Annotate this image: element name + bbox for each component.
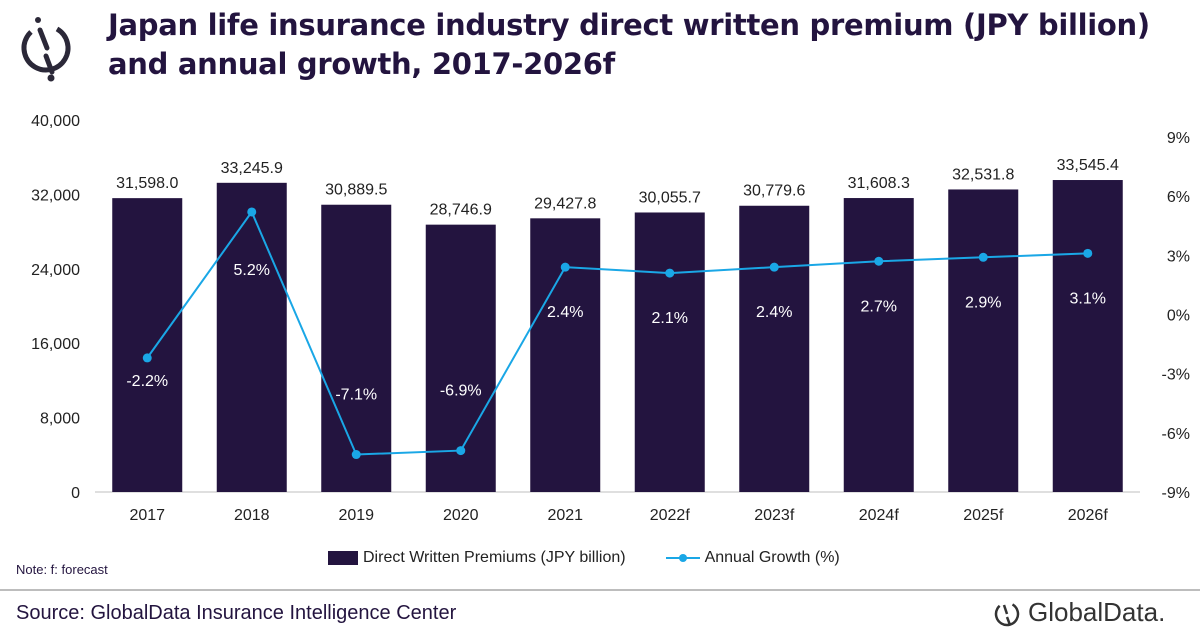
growth-data-label: 2.9% xyxy=(965,294,1001,311)
growth-point xyxy=(351,450,361,460)
x-axis-tick: 2017 xyxy=(129,507,165,524)
growth-point xyxy=(247,207,257,217)
globaldata-mark-icon xyxy=(994,601,1020,626)
chart-title: Japan life insurance industry direct wri… xyxy=(108,8,1150,81)
right-axis-tick: 3% xyxy=(1167,248,1190,265)
bar-data-label: 32,531.8 xyxy=(952,166,1014,183)
growth-data-label: -2.2% xyxy=(126,373,168,390)
growth-data-label: 5.2% xyxy=(234,262,270,279)
growth-data-label: -6.9% xyxy=(440,383,482,400)
x-axis-tick: 2026f xyxy=(1068,507,1109,524)
bar xyxy=(843,198,914,492)
left-axis-tick: 40,000 xyxy=(31,113,80,130)
divider xyxy=(0,589,1200,591)
brand-text: GlobalData. xyxy=(1028,597,1166,627)
bar-data-label: 30,779.6 xyxy=(743,183,805,200)
note: Note: f: forecast xyxy=(16,562,108,577)
growth-line xyxy=(146,209,1088,456)
growth-data-label: 2.4% xyxy=(756,304,792,321)
x-axis-tick: 2022f xyxy=(650,507,691,524)
legend-swatch-line xyxy=(665,554,700,562)
growth-point xyxy=(978,252,988,262)
x-axis-tick: 2020 xyxy=(443,507,479,524)
bar xyxy=(739,205,810,492)
bar-data-label: 30,055.7 xyxy=(639,189,701,206)
growth-point xyxy=(456,446,466,456)
bar-data-label: 29,427.8 xyxy=(534,195,596,212)
legend-label: Direct Written Premiums (JPY billion) xyxy=(363,549,626,566)
legend-swatch-bar xyxy=(328,551,358,565)
right-axis-tick: 6% xyxy=(1167,189,1190,206)
right-axis-tick: 9% xyxy=(1167,130,1190,147)
bar xyxy=(948,189,1019,492)
bar xyxy=(112,198,183,492)
x-axis-tick: 2019 xyxy=(338,507,374,524)
bar-data-label: 33,245.9 xyxy=(221,160,283,177)
bar xyxy=(530,218,601,492)
left-axis-tick: 24,000 xyxy=(31,262,80,279)
bar-data-label: 30,889.5 xyxy=(325,182,387,199)
growth-point xyxy=(560,262,570,272)
legend-item-growth: Annual Growth (%) xyxy=(665,549,840,567)
x-axis-tick: 2018 xyxy=(234,507,270,524)
source: Source: GlobalData Insurance Intelligenc… xyxy=(16,602,457,624)
x-axis-tick: 2023f xyxy=(754,507,795,524)
growth-data-label: 2.1% xyxy=(652,310,688,327)
bar xyxy=(216,182,287,493)
x-axis-tick: 2021 xyxy=(547,507,583,524)
bar-data-label: 33,545.4 xyxy=(1057,157,1119,174)
growth-data-label: 3.1% xyxy=(1070,290,1106,307)
growth-data-label: 2.4% xyxy=(547,304,583,321)
legend: Direct Written Premiums (JPY billion) An… xyxy=(328,549,840,567)
bar-data-label: 31,608.3 xyxy=(848,175,910,192)
legend-item-premiums: Direct Written Premiums (JPY billion) xyxy=(328,549,626,567)
bar-data-label: 31,598.0 xyxy=(116,175,178,192)
right-axis-tick: -3% xyxy=(1162,367,1190,384)
growth-data-label: -7.1% xyxy=(335,387,377,404)
growth-point xyxy=(769,262,779,272)
x-axis-tick: 2025f xyxy=(963,507,1004,524)
growth-point xyxy=(142,353,152,363)
right-axis-tick: -9% xyxy=(1162,485,1190,502)
bar-data-label: 28,746.9 xyxy=(430,202,492,219)
right-axis-tick: -6% xyxy=(1162,426,1190,443)
growth-point xyxy=(665,268,675,278)
bar xyxy=(321,204,392,492)
growth-point xyxy=(874,256,884,266)
left-axis-tick: 32,000 xyxy=(31,187,80,204)
x-axis-tick: 2024f xyxy=(859,507,900,524)
growth-point xyxy=(1083,248,1093,258)
left-axis-tick: 0 xyxy=(71,485,80,502)
left-axis-tick: 8,000 xyxy=(40,411,80,428)
brand-logo: GlobalData. xyxy=(992,597,1165,628)
bar xyxy=(634,212,705,492)
right-axis-tick: 0% xyxy=(1167,308,1190,325)
bar xyxy=(1052,180,1123,493)
left-axis-tick: 16,000 xyxy=(31,336,80,353)
globaldata-logo-icon xyxy=(18,12,74,87)
growth-data-label: 2.7% xyxy=(861,298,897,315)
legend-label: Annual Growth (%) xyxy=(704,549,840,566)
